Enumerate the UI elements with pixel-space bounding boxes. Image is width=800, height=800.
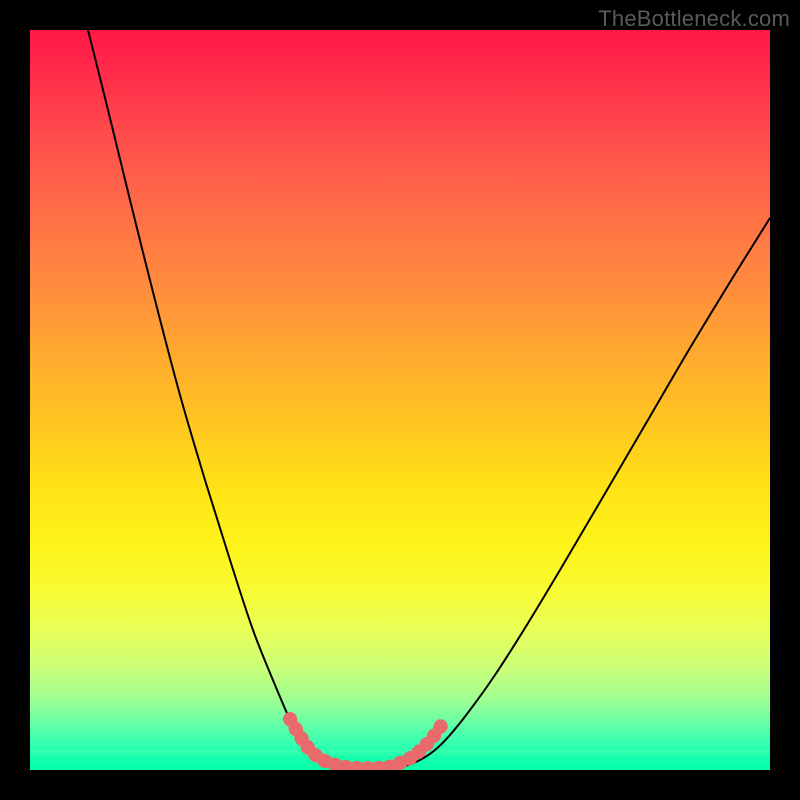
curve-svg [30, 30, 770, 770]
watermark-text: TheBottleneck.com [598, 6, 790, 32]
plot-area [30, 30, 770, 770]
chart-frame: TheBottleneck.com [0, 0, 800, 800]
bottleneck-curve [88, 30, 770, 770]
